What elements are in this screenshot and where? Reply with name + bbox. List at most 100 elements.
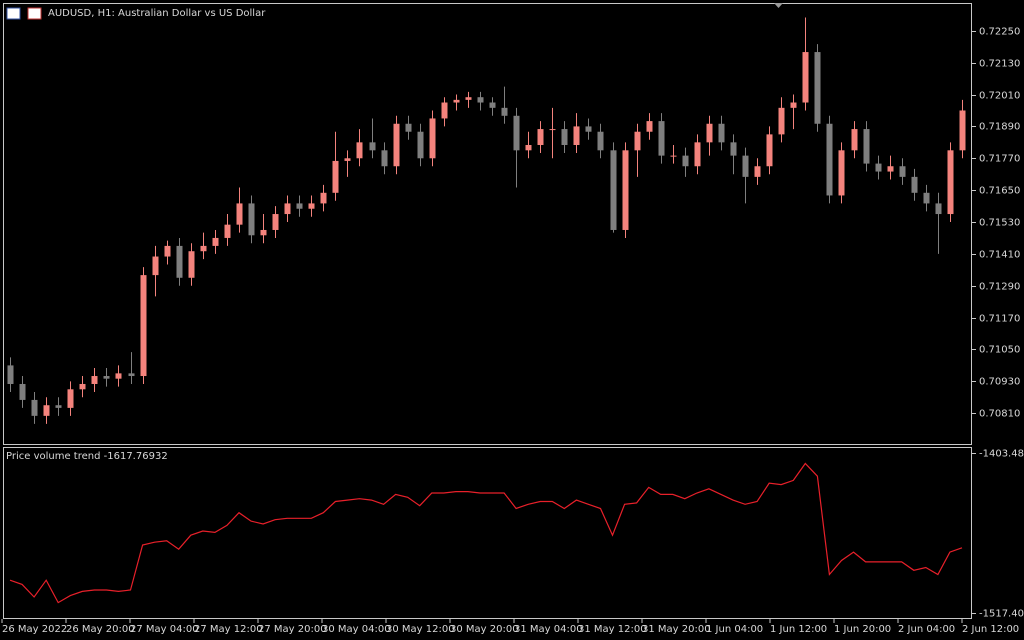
candle-body: [405, 123, 412, 132]
candle-body: [477, 97, 484, 103]
candle-body: [851, 129, 858, 151]
candle-body: [164, 245, 171, 257]
candle-body: [103, 376, 110, 379]
candle-body: [67, 389, 74, 408]
time-label: 2 Jun 12:00: [962, 624, 1019, 635]
candle-body: [622, 150, 629, 230]
candle-body: [863, 129, 870, 164]
candle-body: [911, 176, 918, 193]
candle-body: [441, 102, 448, 119]
candle-body: [634, 131, 641, 151]
time-label: 31 May 20:00: [642, 624, 711, 635]
candle-body: [79, 383, 86, 390]
candle-body: [597, 131, 604, 151]
candle-body: [525, 145, 532, 151]
chart-title: AUDUSD, H1: Australian Dollar vs US Doll…: [48, 8, 266, 19]
candle-body: [332, 160, 339, 193]
candle-body: [19, 383, 26, 400]
time-label: 2 Jun 04:00: [898, 624, 955, 635]
icon-table[interactable]: [6, 7, 21, 20]
indicator-title: Price volume trend -1617.76932: [6, 451, 168, 462]
candle-body: [176, 245, 183, 278]
candle-body: [200, 245, 207, 252]
candle-body: [140, 275, 147, 377]
candle-body: [320, 192, 327, 204]
candle-body: [31, 399, 38, 416]
candle-body: [814, 52, 821, 124]
candle-body: [658, 121, 665, 156]
candle-body: [224, 224, 231, 238]
candle-body: [754, 166, 761, 177]
candle-body: [115, 373, 122, 379]
candle-body: [513, 115, 520, 151]
y-tick-label: 0.71050: [979, 345, 1020, 356]
candle-body: [706, 123, 713, 143]
candle-body: [682, 155, 689, 167]
y-tick-label: 0.72130: [979, 59, 1020, 70]
y-tick-label: 0.72250: [979, 27, 1020, 38]
candle-body: [935, 203, 942, 215]
candle-body: [887, 166, 894, 172]
y-tick-label: 0.71290: [979, 282, 1020, 293]
candle-body: [646, 121, 653, 132]
y-tick-label: 0.71170: [979, 314, 1020, 325]
candle-body: [573, 126, 580, 146]
candle-body: [91, 376, 98, 384]
y-tick-label: 0.71410: [979, 250, 1020, 261]
y-tick-label: 0.70810: [979, 409, 1020, 420]
candle-body: [453, 99, 460, 103]
candle-body: [344, 158, 351, 161]
candle-body: [790, 102, 797, 108]
candle-body: [670, 155, 677, 157]
candle-body: [356, 142, 363, 159]
time-label: 26 May 2022: [2, 624, 67, 635]
candle-body: [55, 405, 62, 408]
candle-body: [284, 203, 291, 215]
candle-body: [272, 214, 279, 230]
shift-marker: [774, 3, 783, 8]
time-label: 27 May 12:00: [194, 624, 263, 635]
indicator-panel-frame: [3, 447, 972, 619]
candle-body: [381, 150, 388, 167]
candle-body: [838, 150, 845, 196]
time-label: 1 Jun 12:00: [770, 624, 827, 635]
candle-body: [369, 142, 376, 151]
candle-body: [742, 155, 749, 177]
candle-body: [947, 150, 954, 215]
indicator-line: [9, 462, 963, 604]
candle-body: [875, 163, 882, 172]
candle-body: [802, 52, 809, 103]
time-label: 27 May 04:00: [130, 624, 199, 635]
chart-icons[interactable]: [6, 7, 42, 20]
candle-body: [465, 97, 472, 100]
y-tick-label: -1403.48032: [979, 449, 1024, 460]
candle-body: [537, 129, 544, 146]
y-tick-label: 0.72010: [979, 91, 1020, 102]
candle-body: [549, 129, 556, 131]
time-label: 1 Jun 20:00: [834, 624, 891, 635]
candle-body: [766, 134, 773, 167]
candle-body: [260, 229, 267, 236]
candle-body: [128, 373, 135, 377]
candle-body: [308, 203, 315, 209]
candle-body: [152, 256, 159, 276]
y-tick-label: 0.71530: [979, 218, 1020, 229]
candle-body: [489, 102, 496, 108]
candle-body: [236, 203, 243, 225]
candle-body: [778, 107, 785, 135]
time-label: 30 May 12:00: [386, 624, 455, 635]
time-label: 30 May 04:00: [322, 624, 391, 635]
candle-body: [899, 166, 906, 177]
candle-body: [561, 129, 568, 146]
y-tick-label: -1517.40271: [979, 609, 1024, 620]
candle-body: [296, 203, 303, 209]
candle-body: [610, 150, 617, 230]
icon-depth[interactable]: [27, 7, 42, 20]
time-label: 27 May 20:00: [258, 624, 327, 635]
candle-body: [718, 123, 725, 143]
time-label: 1 Jun 04:00: [706, 624, 763, 635]
price-panel-frame: [3, 3, 972, 445]
candle-body: [959, 110, 966, 151]
